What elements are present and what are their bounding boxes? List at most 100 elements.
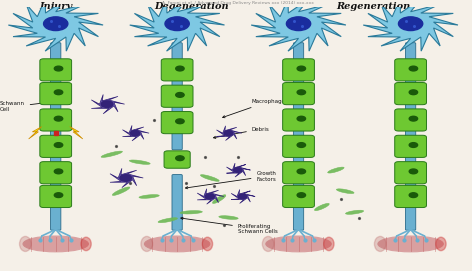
FancyBboxPatch shape <box>172 175 182 230</box>
Ellipse shape <box>266 236 331 252</box>
Ellipse shape <box>112 187 130 195</box>
FancyBboxPatch shape <box>40 109 72 131</box>
Circle shape <box>54 169 63 174</box>
Ellipse shape <box>374 236 386 251</box>
Circle shape <box>287 17 311 31</box>
FancyBboxPatch shape <box>283 109 314 131</box>
FancyBboxPatch shape <box>161 85 193 107</box>
Polygon shape <box>122 125 149 141</box>
FancyBboxPatch shape <box>40 185 72 208</box>
Ellipse shape <box>324 237 334 251</box>
Ellipse shape <box>129 160 150 164</box>
Polygon shape <box>110 168 143 188</box>
FancyBboxPatch shape <box>395 185 427 208</box>
Polygon shape <box>70 127 83 139</box>
Ellipse shape <box>314 204 329 211</box>
Circle shape <box>409 90 418 95</box>
Circle shape <box>176 119 184 124</box>
Text: Schwann
Cell: Schwann Cell <box>0 101 52 112</box>
Circle shape <box>409 143 418 147</box>
FancyBboxPatch shape <box>40 83 72 105</box>
Circle shape <box>130 131 140 136</box>
Text: Degeneration: Degeneration <box>154 2 228 11</box>
FancyBboxPatch shape <box>51 43 61 230</box>
FancyBboxPatch shape <box>283 162 314 184</box>
Polygon shape <box>197 189 224 204</box>
Ellipse shape <box>141 236 152 251</box>
Text: Proliferating
Schwann Cells: Proliferating Schwann Cells <box>181 217 278 234</box>
Circle shape <box>409 193 418 198</box>
FancyBboxPatch shape <box>172 43 182 150</box>
FancyBboxPatch shape <box>395 162 427 184</box>
FancyBboxPatch shape <box>283 135 314 157</box>
Ellipse shape <box>328 167 344 173</box>
Circle shape <box>398 17 423 31</box>
Text: Growth
Factors: Growth Factors <box>185 171 277 189</box>
Polygon shape <box>91 95 125 114</box>
Circle shape <box>54 66 63 71</box>
Ellipse shape <box>346 210 363 214</box>
Polygon shape <box>227 163 251 177</box>
Text: Debris: Debris <box>213 127 270 138</box>
Polygon shape <box>251 0 346 51</box>
Ellipse shape <box>180 211 202 214</box>
Circle shape <box>165 17 189 31</box>
Text: Injury: Injury <box>39 2 72 11</box>
Circle shape <box>54 193 63 198</box>
Circle shape <box>54 90 63 95</box>
Circle shape <box>297 169 305 174</box>
FancyBboxPatch shape <box>395 109 427 131</box>
Circle shape <box>176 66 184 71</box>
Ellipse shape <box>202 237 212 251</box>
Circle shape <box>297 116 305 121</box>
Circle shape <box>409 66 418 71</box>
Circle shape <box>205 194 214 199</box>
Ellipse shape <box>144 236 210 252</box>
Polygon shape <box>130 0 225 51</box>
Ellipse shape <box>378 236 443 252</box>
Circle shape <box>297 143 305 147</box>
Ellipse shape <box>23 236 88 252</box>
Polygon shape <box>8 0 103 51</box>
Polygon shape <box>217 126 242 140</box>
FancyBboxPatch shape <box>283 185 314 208</box>
Circle shape <box>409 116 418 121</box>
FancyBboxPatch shape <box>283 83 314 105</box>
Ellipse shape <box>19 236 31 251</box>
FancyBboxPatch shape <box>40 162 72 184</box>
Ellipse shape <box>158 218 177 223</box>
Circle shape <box>54 116 63 121</box>
Polygon shape <box>231 189 255 204</box>
Circle shape <box>224 131 233 136</box>
Text: A. Faroni et al. / Advanced Drug Delivery Reviews xxx (2014) xxx-xxx: A. Faroni et al. / Advanced Drug Deliver… <box>162 1 314 5</box>
FancyBboxPatch shape <box>395 135 427 157</box>
FancyBboxPatch shape <box>40 135 72 157</box>
FancyBboxPatch shape <box>395 59 427 81</box>
Circle shape <box>409 169 418 174</box>
Ellipse shape <box>81 237 91 251</box>
Circle shape <box>120 175 132 181</box>
Ellipse shape <box>101 151 122 157</box>
Circle shape <box>176 92 184 97</box>
FancyBboxPatch shape <box>283 59 314 81</box>
Ellipse shape <box>219 216 238 220</box>
Ellipse shape <box>262 236 274 251</box>
Ellipse shape <box>212 195 226 204</box>
Circle shape <box>238 194 247 199</box>
Circle shape <box>54 143 63 147</box>
Circle shape <box>234 168 242 172</box>
Circle shape <box>43 17 68 31</box>
Polygon shape <box>29 127 42 139</box>
FancyBboxPatch shape <box>395 83 427 105</box>
Ellipse shape <box>337 189 354 193</box>
Circle shape <box>176 156 184 161</box>
Circle shape <box>297 66 305 71</box>
FancyBboxPatch shape <box>294 43 303 230</box>
Circle shape <box>297 90 305 95</box>
Circle shape <box>297 193 305 198</box>
Ellipse shape <box>201 175 219 181</box>
Text: Regeneration: Regeneration <box>336 2 410 11</box>
FancyBboxPatch shape <box>161 112 193 134</box>
Polygon shape <box>363 0 458 51</box>
FancyBboxPatch shape <box>161 59 193 81</box>
